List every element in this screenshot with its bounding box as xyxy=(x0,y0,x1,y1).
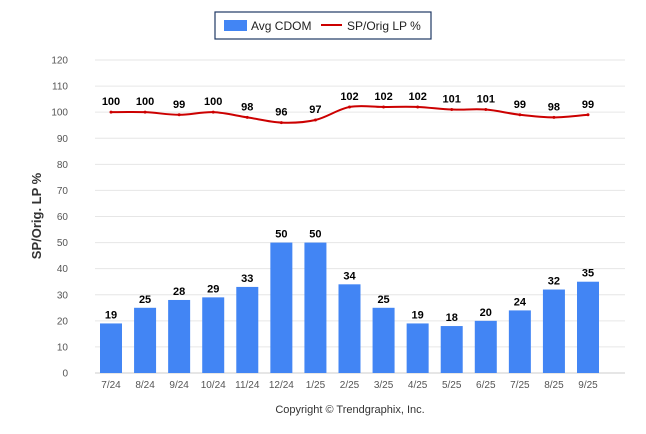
bar-data-label: 19 xyxy=(105,309,117,321)
line-point xyxy=(416,105,420,109)
line-data-label: 98 xyxy=(548,101,560,113)
x-tick-label: 5/25 xyxy=(442,380,462,391)
x-tick-label: 3/25 xyxy=(374,380,394,391)
line-data-label: 102 xyxy=(408,91,426,103)
y-tick-label: 100 xyxy=(51,108,68,119)
line-point xyxy=(518,113,522,117)
x-tick-label: 9/25 xyxy=(578,380,598,391)
bar-data-label: 25 xyxy=(139,294,151,306)
line-point xyxy=(245,115,249,119)
x-tick-label: 1/25 xyxy=(306,380,326,391)
y-axis-label: SP/Orig. LP % xyxy=(29,172,44,259)
bar xyxy=(236,286,259,373)
bar xyxy=(474,320,497,373)
line-point xyxy=(109,110,113,114)
line-point xyxy=(382,105,386,109)
line-point xyxy=(450,108,454,112)
x-tick-label: 7/24 xyxy=(101,380,121,391)
x-tick-label: 11/24 xyxy=(235,380,260,391)
bar xyxy=(168,299,191,373)
y-tick-label: 30 xyxy=(57,290,69,301)
line-point xyxy=(313,118,317,122)
x-tick-label: 10/24 xyxy=(201,380,226,391)
bar xyxy=(100,323,122,373)
y-tick-label: 0 xyxy=(62,369,68,380)
bar xyxy=(406,323,429,373)
bar-data-label: 50 xyxy=(309,229,321,241)
y-tick-label: 20 xyxy=(57,316,69,327)
x-tick-label: 7/25 xyxy=(510,380,530,391)
bar-data-label: 19 xyxy=(412,309,424,321)
x-tick-label: 8/24 xyxy=(135,380,155,391)
line-data-label: 96 xyxy=(275,107,287,119)
x-tick-label: 8/25 xyxy=(544,380,564,391)
line-data-label: 100 xyxy=(136,96,154,108)
bar xyxy=(134,307,157,373)
y-tick-label: 110 xyxy=(52,82,68,93)
x-tick-label: 6/25 xyxy=(476,380,496,391)
x-tick-label: 9/24 xyxy=(169,380,189,391)
line-data-label: 102 xyxy=(340,91,358,103)
legend: Avg CDOM SP/Orig LP % xyxy=(214,11,432,40)
line-data-label: 101 xyxy=(443,94,461,106)
bar xyxy=(577,281,599,373)
bar xyxy=(372,307,395,373)
x-tick-label: 2/25 xyxy=(340,380,360,391)
bar-data-label: 25 xyxy=(377,294,389,306)
line-data-label: 99 xyxy=(514,99,526,111)
x-tick-label: 12/24 xyxy=(269,380,294,391)
legend-bar-swatch xyxy=(224,20,247,31)
y-tick-label: 120 xyxy=(51,56,68,67)
line-data-label: 99 xyxy=(582,99,594,111)
line-point xyxy=(348,105,351,109)
y-tick-label: 10 xyxy=(57,342,69,353)
bar xyxy=(338,284,361,373)
y-tick-label: 80 xyxy=(57,160,69,171)
legend-avg-cdom: Avg CDOM xyxy=(251,19,311,33)
bar-data-label: 29 xyxy=(207,283,219,295)
bar-data-label: 24 xyxy=(514,296,527,308)
line-point xyxy=(484,108,488,112)
bar xyxy=(508,310,531,373)
y-tick-label: 90 xyxy=(57,134,69,145)
bar-data-label: 50 xyxy=(275,229,287,241)
bar-data-label: 18 xyxy=(446,312,458,324)
line-point xyxy=(586,113,590,117)
bar-data-label: 33 xyxy=(241,273,253,285)
bar-data-label: 32 xyxy=(548,276,560,288)
bar xyxy=(542,289,565,373)
copyright: Copyright © Trendgraphix, Inc. xyxy=(275,404,424,416)
line-data-label: 100 xyxy=(204,96,222,108)
bar-data-label: 20 xyxy=(480,307,492,319)
line-point xyxy=(552,115,556,119)
bar xyxy=(440,326,463,373)
bar xyxy=(270,242,293,373)
x-tick-label: 4/25 xyxy=(408,380,428,391)
bar xyxy=(304,242,327,373)
y-tick-label: 60 xyxy=(57,212,69,223)
line-data-label: 98 xyxy=(241,101,253,113)
line-data-label: 97 xyxy=(309,104,321,116)
bar-data-label: 35 xyxy=(582,268,594,280)
y-tick-label: 40 xyxy=(57,264,69,275)
line-point xyxy=(211,110,215,114)
y-tick-label: 50 xyxy=(57,238,69,249)
bar-data-label: 34 xyxy=(343,270,356,282)
line-point xyxy=(279,121,283,125)
line-data-label: 102 xyxy=(374,91,392,103)
bar xyxy=(202,297,225,373)
line-point xyxy=(143,110,147,114)
legend-sp-orig-lp: SP/Orig LP % xyxy=(347,19,421,33)
line-point xyxy=(177,113,181,117)
line-data-label: 101 xyxy=(477,94,495,106)
line-data-label: 99 xyxy=(173,99,185,111)
bar-data-label: 28 xyxy=(173,286,185,298)
y-tick-label: 70 xyxy=(57,186,69,197)
line-data-label: 100 xyxy=(102,96,120,108)
